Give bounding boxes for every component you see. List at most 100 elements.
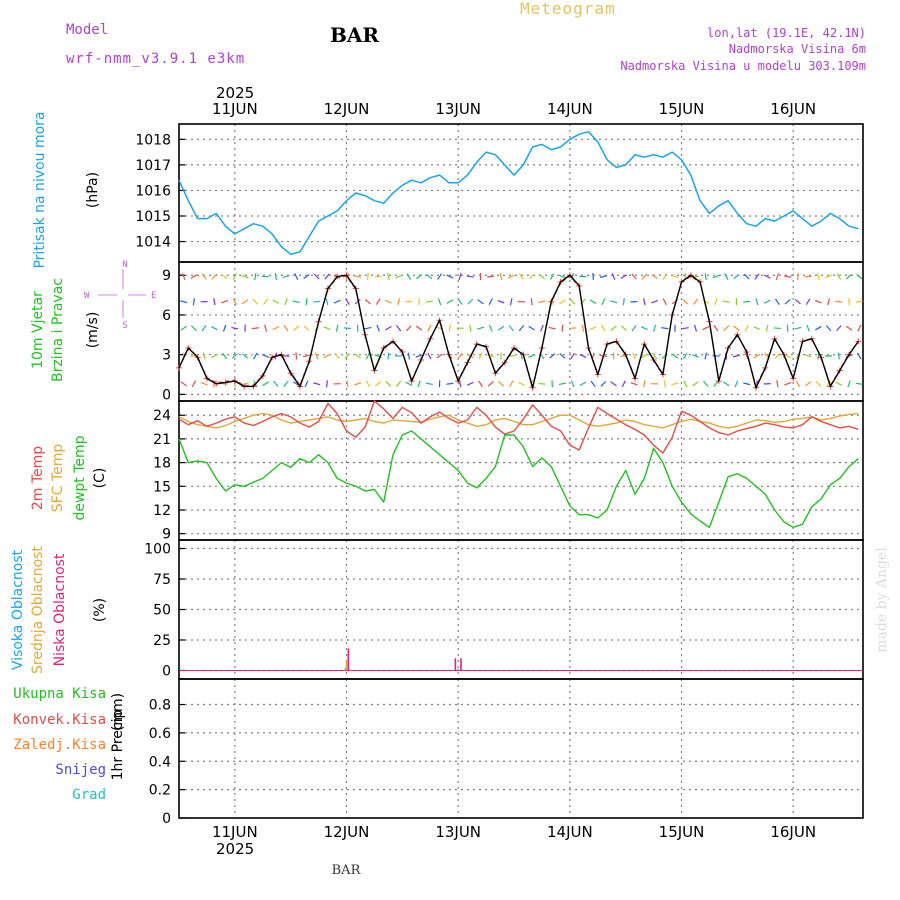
wind-arrow	[284, 298, 288, 306]
wind-arrow	[323, 353, 331, 359]
wind-arrow	[251, 327, 259, 330]
panel-temperature: 9 12 15 18 21 24	[153, 400, 864, 543]
wind-arrow	[804, 381, 812, 387]
wind-arrow	[610, 325, 617, 331]
wind-title: 10m Vjetar	[30, 291, 46, 369]
legend-conv-rain: Konvek.Kisa	[13, 712, 106, 728]
wind-arrow	[691, 354, 699, 358]
wind-arrow	[847, 380, 851, 388]
wind-arrow	[559, 353, 566, 359]
wind-arrow	[232, 273, 237, 280]
top-date-label: 14JUN	[547, 100, 593, 118]
wind-arrow	[508, 380, 514, 388]
wind-arrow	[538, 300, 546, 304]
wind-arrow	[538, 273, 546, 280]
wind-arrow	[210, 353, 218, 359]
wind-arrow	[621, 380, 626, 388]
wind-arrow	[600, 380, 607, 387]
wind-arrow	[241, 274, 249, 279]
wind-arrow	[559, 299, 566, 305]
wind-arrow	[632, 352, 636, 360]
panel-pressure: 1014 1015 1016 1017 1018	[135, 123, 864, 263]
wind-arrow	[786, 324, 789, 332]
wind-arrow	[487, 275, 495, 278]
wind-arrow	[344, 353, 351, 359]
wind-arrow	[794, 299, 801, 305]
wind-arrow	[385, 380, 392, 387]
wind-arrow	[499, 273, 503, 281]
wind-arrow	[283, 324, 289, 332]
wind-arrow	[651, 299, 659, 304]
wind-marker	[176, 364, 182, 371]
wind-arrow	[601, 324, 606, 332]
wind-arrow	[652, 324, 657, 332]
wind-arrow	[804, 275, 812, 278]
wind-gust-line	[178, 275, 859, 389]
wind-arrow	[561, 324, 564, 332]
wind-arrow	[763, 274, 771, 279]
wind-arrow	[304, 380, 309, 388]
wind-arrow	[497, 381, 505, 387]
wind-arrow	[180, 381, 187, 387]
wind-arrow	[262, 381, 269, 387]
wind-arrow	[620, 325, 627, 332]
wind-arrow	[333, 299, 341, 304]
wind-arrow	[579, 381, 587, 386]
wind-arrow	[354, 353, 361, 359]
station-title: BAR	[330, 23, 379, 47]
wind-arrow	[753, 353, 761, 359]
wind-arrow	[487, 354, 495, 358]
wind-arrow	[795, 380, 801, 388]
wind-arrow	[743, 273, 750, 280]
wind-arrow	[346, 380, 349, 388]
wind-arrow	[313, 382, 321, 386]
wind-arrow	[272, 299, 280, 304]
ytick-label: 12	[153, 503, 171, 519]
wind-arrow	[702, 299, 710, 304]
wind-arrow	[202, 352, 206, 360]
wind-arrow	[272, 326, 280, 331]
wind-arrow	[253, 352, 258, 360]
wind-arrow	[425, 382, 433, 386]
ytick-label: 24	[153, 408, 171, 424]
wind-arrow	[415, 273, 423, 280]
high-cloud-title: Visoka Oblacnost	[10, 549, 26, 670]
wind-arrow	[252, 298, 259, 305]
temp2m-title: 2m Temp	[30, 446, 46, 510]
wind-arrow	[671, 382, 679, 386]
ytick-label: 0	[162, 811, 171, 827]
wind-arrow	[334, 352, 340, 360]
wind-arrow	[856, 273, 863, 280]
wind-arrow	[303, 325, 310, 331]
wind-arrow	[231, 353, 238, 359]
watermark: made by Angel	[874, 547, 890, 653]
wind-arrow	[682, 298, 689, 305]
ytick-label: 50	[153, 603, 171, 619]
wind-arrow	[723, 325, 730, 332]
wind-arrow	[732, 354, 740, 358]
wind-arrow	[590, 380, 596, 387]
wind-arrow	[681, 327, 689, 330]
wind-arrow	[548, 326, 556, 330]
ytick-label: 0	[162, 663, 171, 679]
precip-unit: (mm)	[110, 693, 126, 731]
legend-snow: Snijeg	[55, 762, 106, 778]
wind-arrow	[262, 298, 269, 305]
wind-arrow	[201, 325, 207, 332]
bottom-date-label: 14JUN	[547, 823, 593, 841]
wind-arrow	[549, 273, 555, 280]
wind-arrow	[222, 324, 227, 332]
compass-east: E	[151, 291, 156, 301]
wind-arrow	[815, 380, 822, 387]
wind-arrow	[611, 273, 616, 281]
model-label: Model	[66, 22, 108, 38]
ytick-label: 15	[153, 479, 171, 495]
top-date-label: 12JUN	[324, 100, 370, 118]
wind-arrow	[425, 300, 433, 303]
wind-arrow	[354, 298, 361, 305]
wind-arrow	[466, 381, 474, 386]
panel-frame	[178, 678, 864, 819]
wind-arrow	[589, 326, 597, 331]
wind-arrow	[599, 275, 607, 278]
